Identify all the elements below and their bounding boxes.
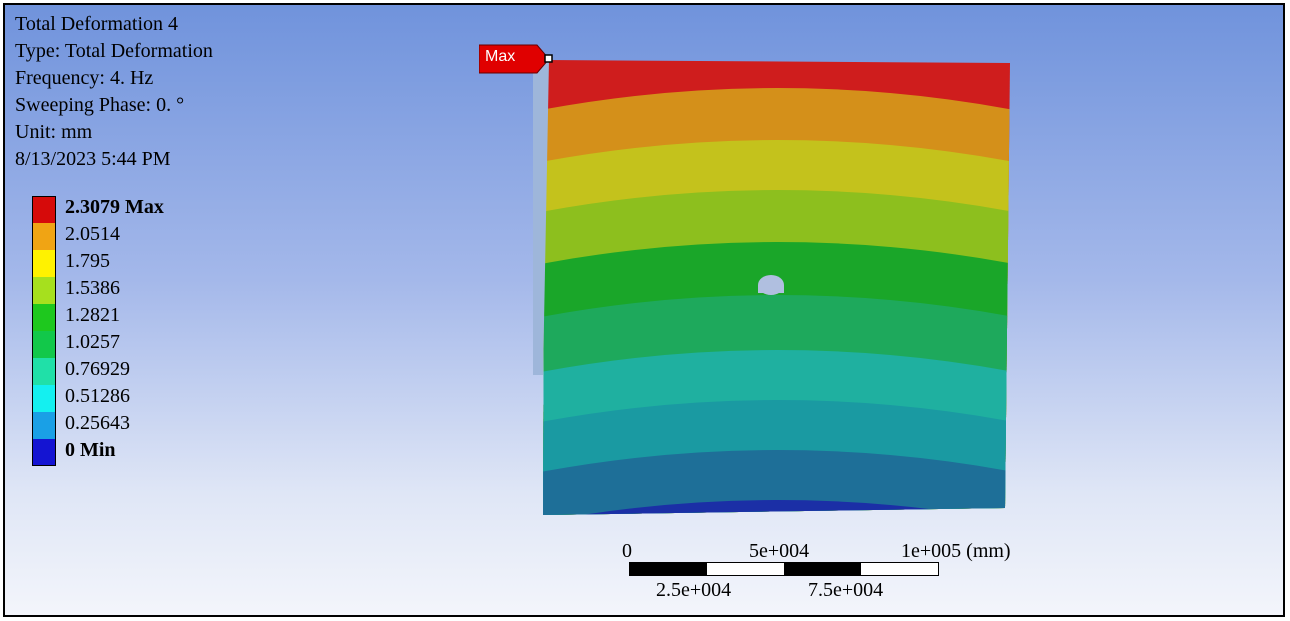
legend-swatch <box>32 385 56 412</box>
result-timestamp: 8/13/2023 5:44 PM <box>15 148 171 170</box>
legend-row[interactable]: 0 Min <box>30 439 330 466</box>
scale-label-1e5: 1e+005 (mm) <box>901 540 1011 562</box>
legend-value: 0.76929 <box>65 358 130 380</box>
max-probe-label: Max <box>485 48 516 65</box>
legend-value: 2.3079 Max <box>65 196 164 218</box>
legend-value: 1.2821 <box>65 304 120 326</box>
legend-row[interactable]: 0.76929 <box>30 358 330 385</box>
legend-swatch <box>32 304 56 331</box>
graphics-viewport[interactable]: Total Deformation 4 Type: Total Deformat… <box>3 3 1285 617</box>
max-probe-marker <box>478 44 550 74</box>
contour-band <box>525 45 1030 50</box>
scale-label-5e4: 5e+004 <box>749 540 810 562</box>
legend-value: 1.795 <box>65 250 110 272</box>
legend-value: 1.0257 <box>65 331 120 353</box>
legend-swatch <box>32 439 56 466</box>
plate-left-edge <box>533 60 549 375</box>
legend-row[interactable]: 1.795 <box>30 250 330 277</box>
result-sweeping-phase: Sweeping Phase: 0. ° <box>15 94 185 116</box>
legend-value: 2.0514 <box>65 223 120 245</box>
legend-swatch <box>32 277 56 304</box>
legend-row[interactable]: 2.3079 Max <box>30 196 330 223</box>
scale-bar-segment <box>784 563 861 575</box>
plate-hole-lower <box>758 285 784 293</box>
result-unit: Unit: mm <box>15 121 93 143</box>
legend-row[interactable]: 1.5386 <box>30 277 330 304</box>
legend-row[interactable]: 2.0514 <box>30 223 330 250</box>
legend-row[interactable]: 0.51286 <box>30 385 330 412</box>
result-frequency: Frequency: 4. Hz <box>15 67 154 89</box>
legend-row[interactable]: 1.2821 <box>30 304 330 331</box>
scale-bar-segment <box>630 563 707 575</box>
legend-swatch <box>32 331 56 358</box>
model-contour-plot[interactable] <box>5 5 1285 617</box>
scale-label-0: 0 <box>622 540 632 562</box>
legend-swatch <box>32 358 56 385</box>
max-probe-anchor <box>544 54 553 63</box>
legend-value: 1.5386 <box>65 277 120 299</box>
scale-label-2-5e4: 2.5e+004 <box>656 579 732 601</box>
legend-swatch <box>32 196 56 223</box>
result-title: Total Deformation 4 <box>15 13 178 35</box>
legend-value: 0.25643 <box>65 412 130 434</box>
result-type: Type: Total Deformation <box>15 40 213 62</box>
legend-swatch <box>32 223 56 250</box>
legend-row[interactable]: 1.0257 <box>30 331 330 358</box>
legend-value: 0.51286 <box>65 385 130 407</box>
legend-row[interactable]: 0.25643 <box>30 412 330 439</box>
legend-swatch <box>32 412 56 439</box>
legend-swatch <box>32 250 56 277</box>
max-probe-tag[interactable]: Max <box>478 43 559 82</box>
result-info-panel: Total Deformation 4 Type: Total Deformat… <box>15 11 213 173</box>
scale-bar <box>629 562 939 576</box>
scale-label-7-5e4: 7.5e+004 <box>808 579 884 601</box>
legend-value: 0 Min <box>65 439 116 461</box>
